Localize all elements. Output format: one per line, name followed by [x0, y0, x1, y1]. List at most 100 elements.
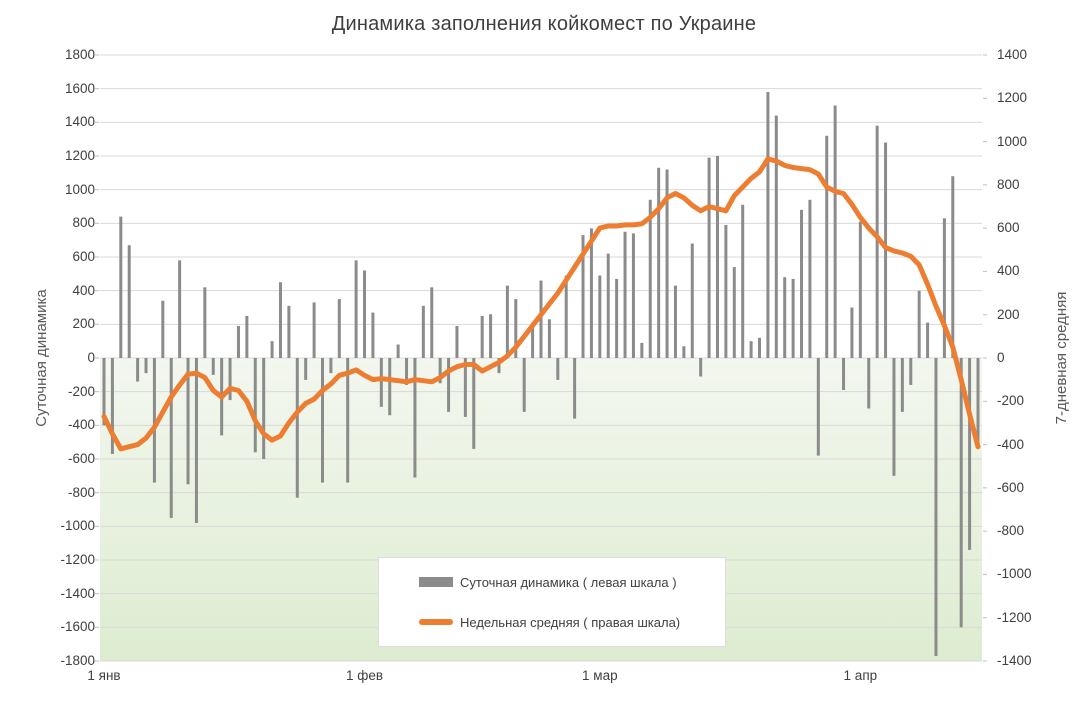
- daily-bar: [178, 260, 182, 358]
- daily-bar: [472, 358, 476, 449]
- daily-bar: [547, 319, 551, 358]
- daily-bar: [648, 199, 652, 358]
- daily-bar: [295, 358, 299, 498]
- daily-bar: [480, 315, 484, 358]
- right-axis-tick-label: -800: [997, 523, 1025, 539]
- right-axis-tick-label: 200: [997, 306, 1020, 322]
- daily-bar: [732, 267, 736, 358]
- weekly-line-legend-swatch: [419, 619, 453, 625]
- x-axis-tick-label: 1 фев: [345, 668, 384, 683]
- daily-bar: [144, 358, 148, 374]
- daily-bar: [682, 346, 686, 358]
- left-axis-tick-label: -200: [67, 383, 95, 399]
- chart-legend: Суточная динамика ( левая шкала ) Недель…: [378, 557, 726, 647]
- left-axis-tick-label: -1200: [60, 552, 95, 567]
- daily-bar: [363, 270, 367, 358]
- right-axis-tick-label: -1400: [997, 653, 1032, 668]
- daily-bar: [665, 169, 669, 358]
- daily-bar: [766, 92, 770, 359]
- daily-bar: [623, 231, 627, 358]
- left-axis-tick-label: 1200: [64, 148, 95, 163]
- daily-bar: [161, 300, 165, 358]
- daily-bar: [598, 275, 602, 358]
- daily-bar: [287, 305, 291, 358]
- daily-bar: [892, 358, 896, 476]
- daily-bar: [909, 358, 913, 385]
- left-axis-tick-label: 1400: [64, 114, 95, 130]
- daily-bar: [531, 322, 535, 358]
- daily-bar: [808, 199, 812, 358]
- daily-bar: [858, 221, 862, 358]
- daily-bar: [800, 209, 804, 358]
- left-axis-tick-label: 1000: [64, 181, 95, 197]
- daily-bar: [959, 358, 963, 628]
- right-axis-tick-label: -600: [997, 479, 1025, 495]
- legend-item-daily: Суточная динамика ( левая шкала ): [419, 573, 677, 591]
- left-axis-tick-label: 0: [87, 350, 95, 365]
- left-axis-tick-label: -800: [67, 484, 95, 500]
- legend-item-daily-label: Суточная динамика ( левая шкала ): [460, 574, 677, 590]
- right-axis-tick-label: -1000: [997, 566, 1032, 582]
- daily-bar: [110, 358, 114, 454]
- daily-bar: [816, 358, 820, 456]
- daily-bar: [951, 176, 955, 358]
- left-axis-tick-label: -1000: [60, 518, 95, 534]
- right-axis-tick-label: 600: [997, 220, 1020, 236]
- daily-bar: [405, 358, 409, 385]
- daily-bar: [186, 358, 190, 485]
- daily-bar: [615, 278, 619, 358]
- daily-bar: [463, 358, 467, 417]
- daily-bar: [194, 358, 198, 523]
- left-axis-tick-label: 1600: [64, 80, 95, 96]
- legend-item-weekly-label: Недельная средняя ( правая шкала): [460, 614, 681, 630]
- right-axis-tick-label: 1200: [997, 90, 1028, 106]
- daily-bar: [926, 322, 930, 358]
- daily-bar: [758, 337, 761, 358]
- daily-bar: [833, 105, 837, 358]
- left-axis-tick-label: -1800: [60, 653, 95, 668]
- daily-bar: [606, 253, 610, 358]
- daily-bar: [489, 314, 493, 358]
- daily-bar: [673, 285, 677, 358]
- daily-bar: [329, 358, 333, 374]
- left-axis-tick-label: -600: [67, 451, 95, 466]
- daily-bar: [825, 135, 829, 358]
- right-axis-tick-label: 0: [997, 350, 1005, 365]
- left-axis-tick-label: 1800: [64, 47, 95, 62]
- left-axis-tick-label: 800: [72, 215, 95, 231]
- daily-bar: [875, 125, 879, 358]
- daily-bar: [505, 285, 509, 358]
- daily-bar: [253, 358, 257, 453]
- daily-bar: [211, 358, 215, 375]
- daily-bar: [102, 358, 106, 426]
- chart-title: Динамика заполнения койкомест по Украине: [331, 13, 757, 35]
- daily-bar: [228, 358, 232, 401]
- legend-item-weekly: Недельная средняя ( правая шкала): [419, 613, 680, 631]
- daily-bar: [867, 358, 871, 409]
- daily-bar: [203, 287, 207, 358]
- daily-bar: [152, 358, 156, 483]
- daily-bar: [447, 358, 451, 412]
- daily-bar: [371, 312, 375, 358]
- weekly-average-line: [101, 156, 981, 452]
- right-axis-tick-label: -400: [997, 436, 1025, 452]
- daily-bar: [421, 305, 425, 358]
- left-axis-tick-label: 400: [72, 282, 95, 298]
- daily-bar: [312, 302, 316, 358]
- daily-bar: [455, 326, 459, 358]
- daily-bar: [119, 216, 123, 358]
- daily-bar: [783, 277, 787, 358]
- daily-bar: [573, 358, 577, 419]
- daily-bars-legend-swatch: [419, 577, 453, 587]
- daily-bar: [724, 225, 728, 358]
- daily-bar: [774, 115, 778, 358]
- daily-bar: [127, 245, 131, 358]
- daily-bar: [354, 260, 358, 358]
- daily-bar: [917, 290, 921, 358]
- daily-bar: [968, 358, 972, 550]
- daily-bar: [262, 358, 266, 459]
- daily-bar: [270, 341, 274, 358]
- left-axis-tick-label: 600: [72, 249, 95, 264]
- right-axis-tick-label: 1000: [997, 133, 1028, 149]
